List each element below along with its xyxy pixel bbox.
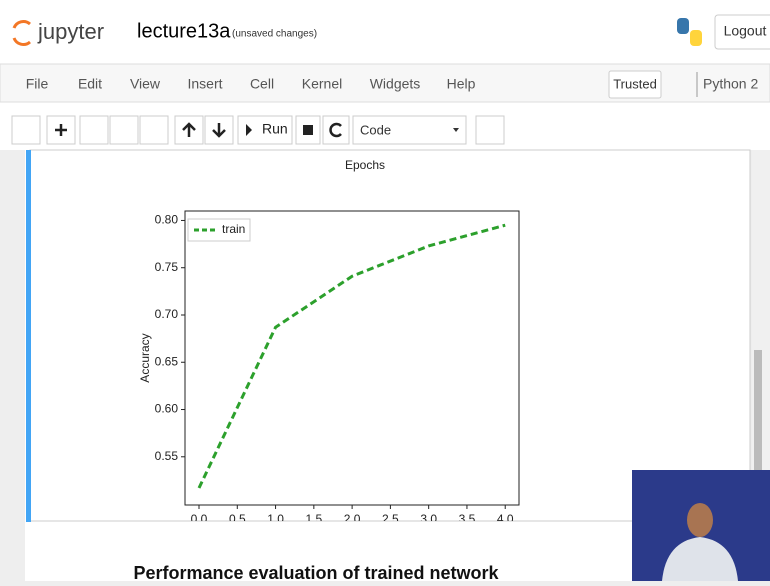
legend-label: train (222, 222, 245, 236)
trusted-label[interactable]: Trusted (613, 76, 657, 91)
kernel-name: Python 2 (703, 76, 758, 92)
y-tick-label: 0.55 (155, 449, 179, 463)
notebook-screen: jupyter lecture13a (unsaved changes) Log… (0, 0, 770, 581)
menu-item[interactable]: File (26, 76, 49, 92)
stop-icon (303, 125, 313, 135)
toolbar: Run Code (12, 116, 504, 144)
menu-item[interactable]: Cell (250, 76, 274, 92)
menu-item[interactable]: Edit (78, 76, 102, 92)
cut-button[interactable] (80, 116, 108, 144)
cell-selection-bar (26, 150, 31, 522)
save-status: (unsaved changes) (232, 29, 317, 40)
menu-item[interactable]: Kernel (302, 76, 342, 92)
plot-area (185, 211, 519, 505)
keyboard-button[interactable] (476, 116, 504, 144)
scrollbar-thumb[interactable] (754, 350, 762, 470)
copy-button[interactable] (110, 116, 138, 144)
previous-x-label: Epochs (345, 158, 385, 172)
python-logo (690, 30, 702, 46)
menu-item[interactable]: Insert (187, 76, 222, 92)
save-button[interactable] (12, 116, 40, 144)
logout-label[interactable]: Logout (724, 23, 767, 39)
restart-button[interactable] (323, 116, 349, 144)
python-logo (677, 18, 689, 34)
menu-item[interactable]: View (130, 76, 161, 92)
y-tick-label: 0.60 (155, 402, 179, 416)
y-tick-label: 0.80 (155, 213, 179, 227)
run-label[interactable]: Run (262, 121, 288, 137)
y-tick-label: 0.70 (155, 307, 179, 321)
presenter-head (687, 503, 713, 537)
markdown-heading: Performance evaluation of trained networ… (133, 563, 499, 581)
page: {"header":{"logo":"jupyter","notebook":"… (0, 0, 770, 581)
menu-item[interactable]: Widgets (370, 76, 421, 92)
y-tick-label: 0.65 (155, 354, 179, 368)
notebook-name[interactable]: lecture13a (137, 20, 231, 42)
logo[interactable]: jupyter (37, 19, 104, 44)
cell-type[interactable]: Code (360, 122, 391, 137)
menu-item[interactable]: Help (447, 76, 476, 92)
y-tick-label: 0.75 (155, 260, 179, 274)
y-axis-label: Accuracy (138, 333, 152, 382)
paste-button[interactable] (140, 116, 168, 144)
